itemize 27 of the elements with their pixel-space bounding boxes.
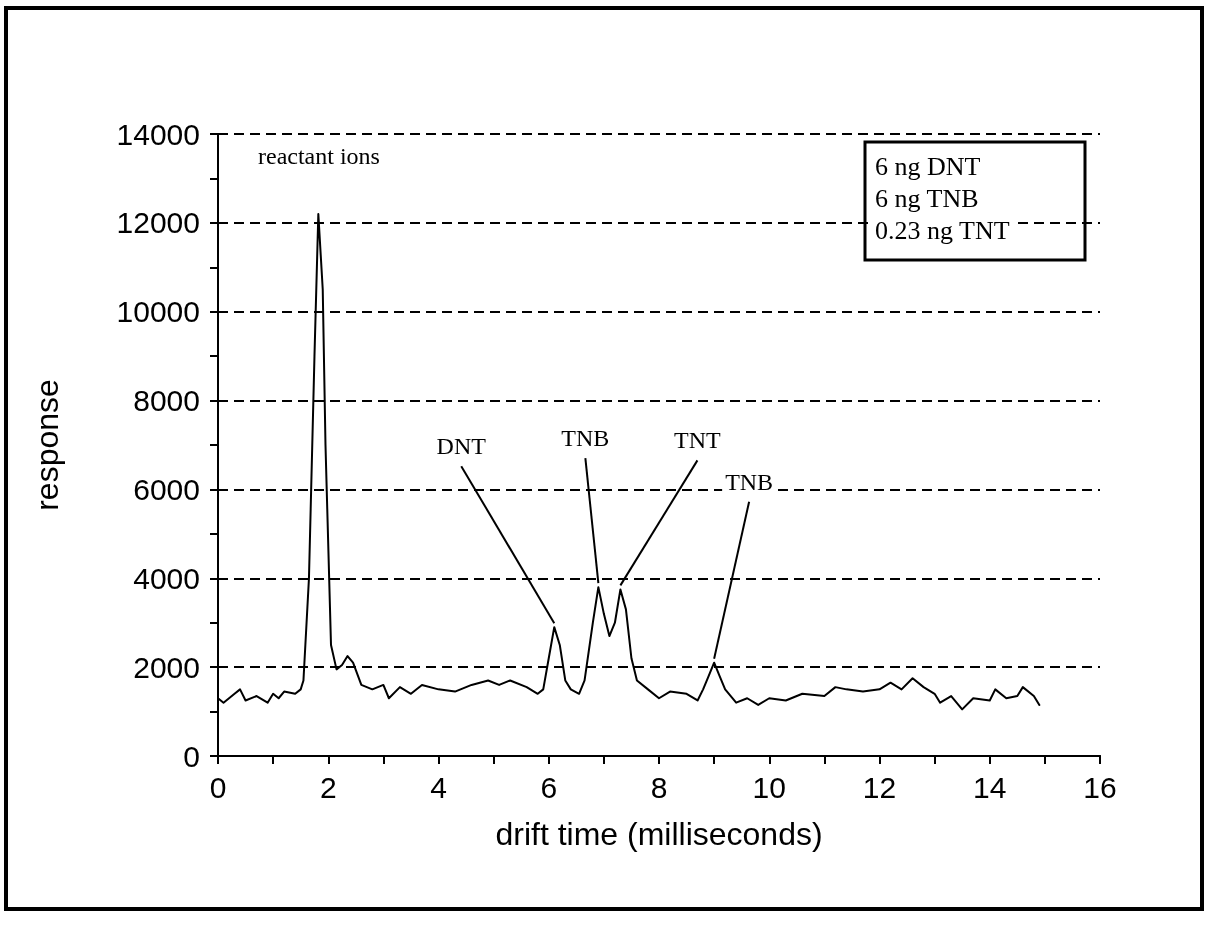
annotation: reactant ions [258, 143, 380, 169]
x-tick-label: 16 [1083, 770, 1117, 804]
x-tick-label: 14 [973, 770, 1007, 804]
y-tick-label: 8000 [133, 384, 200, 418]
y-tick-label: 0 [183, 739, 200, 773]
annotation: 6 ng TNB [875, 183, 979, 213]
y-tick-label: 4000 [133, 561, 200, 595]
x-tick-label: 12 [862, 770, 897, 804]
annotation: DNT [436, 433, 487, 460]
annotation: TNB [561, 425, 610, 452]
x-tick-label: 0 [209, 770, 227, 804]
annotation: 0.23 ng TNT [875, 215, 1010, 245]
x-tick-label: 2 [319, 770, 337, 804]
x-tick-label: 4 [430, 770, 447, 804]
y-tick-label: 12000 [116, 206, 200, 240]
y-axis-title: response [29, 379, 65, 511]
x-tick-label: 10 [752, 770, 786, 804]
annotation: TNT [674, 427, 722, 454]
x-tick-label: 8 [650, 770, 668, 804]
annotation: 6 ng DNT [875, 151, 981, 181]
y-tick-label: 2000 [133, 650, 200, 684]
y-tick-label: 6000 [133, 472, 200, 506]
annotation: TNB [725, 468, 774, 495]
x-axis-title: drift time (milliseconds) [495, 816, 823, 852]
x-tick-label: 6 [540, 770, 558, 804]
y-tick-label: 14000 [116, 117, 200, 151]
y-tick-label: 10000 [116, 295, 200, 329]
